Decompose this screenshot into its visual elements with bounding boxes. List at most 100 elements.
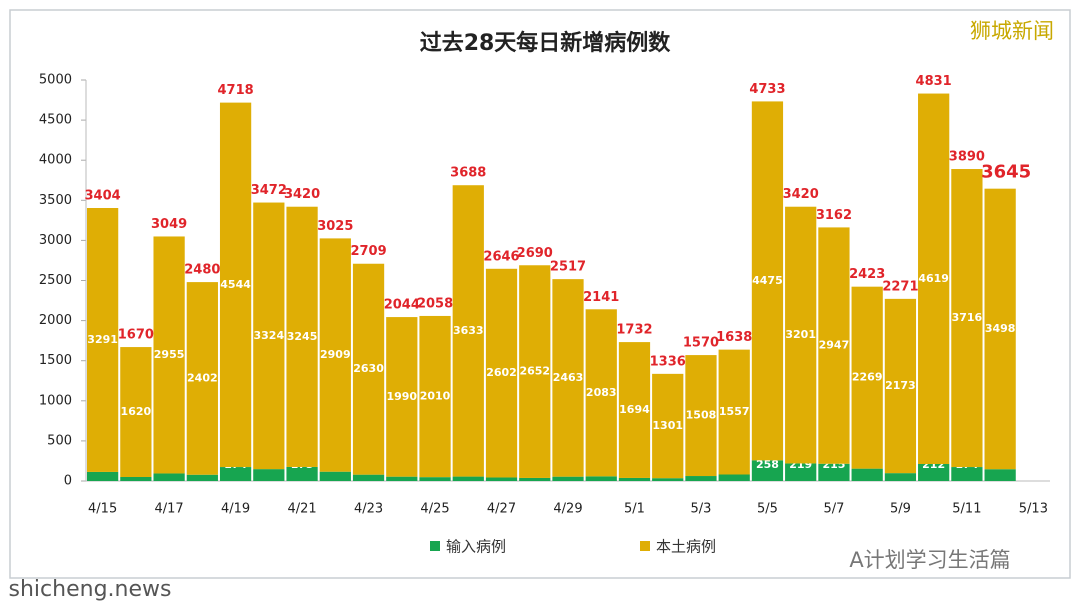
x-tick-label: 4/25 — [420, 502, 449, 517]
total-label: 2271 — [882, 279, 918, 294]
bar-segment — [685, 476, 717, 481]
bar-segment — [452, 476, 484, 481]
bar-segment — [685, 355, 717, 477]
frame — [9, 9, 1071, 579]
value-label: 2955 — [154, 348, 185, 361]
total-label: 4831 — [916, 74, 952, 89]
y-tick-label: 5000 — [39, 73, 72, 88]
value-label: 2652 — [519, 365, 550, 378]
bar-segment — [386, 317, 418, 477]
value-label: 2602 — [486, 366, 517, 379]
y-tick-label: 4500 — [39, 113, 72, 128]
bar-segment — [918, 93, 950, 464]
total-label: 2058 — [417, 296, 453, 311]
bar-segment — [419, 477, 451, 481]
bar-segment — [984, 188, 1016, 470]
total-label: 2480 — [184, 263, 220, 278]
bar-segment — [286, 206, 318, 467]
x-tick-label: 5/5 — [757, 502, 778, 517]
x-tick-label: 4/23 — [354, 502, 383, 517]
bar-segment — [120, 347, 152, 477]
bar-segment — [485, 477, 518, 481]
bar-segment — [519, 265, 551, 478]
value-label: 3201 — [785, 328, 816, 341]
legend-label: 输入病例 — [446, 538, 506, 556]
bar-segment — [86, 207, 119, 472]
value-label: 2083 — [586, 386, 617, 399]
value-label: 3324 — [254, 329, 285, 342]
bar-segment — [785, 206, 817, 464]
bar-segment — [918, 463, 950, 481]
bar-segment — [219, 467, 252, 481]
value-label: 2947 — [819, 339, 850, 352]
bar-segment — [452, 185, 484, 477]
bar-segment — [951, 169, 983, 468]
bar-segment — [253, 469, 285, 481]
value-label: 1990 — [386, 390, 417, 403]
bar-segment — [652, 373, 684, 479]
bar-segment — [253, 202, 285, 470]
chart-title: 过去28天每日新增病例数 — [420, 30, 672, 56]
x-tick-label: 4/19 — [221, 502, 250, 517]
value-label: 3245 — [287, 330, 318, 343]
bar-segment — [884, 298, 917, 474]
value-label: 2463 — [553, 371, 584, 384]
total-label: 3645 — [981, 162, 1031, 183]
value-label: 4475 — [752, 274, 783, 287]
legend-swatch — [430, 541, 440, 551]
total-label: 1336 — [650, 354, 686, 369]
bar-segment — [718, 349, 750, 475]
bar-segment — [219, 102, 252, 468]
total-label: 2423 — [849, 267, 885, 282]
y-tick-label: 4000 — [39, 153, 72, 168]
value-label: 4619 — [918, 272, 949, 285]
value-label: 4544 — [220, 278, 251, 291]
total-label: 2517 — [550, 260, 586, 275]
bar-segment — [552, 476, 584, 481]
watermark: 狮城新闻 — [970, 19, 1054, 43]
value-label: 2269 — [852, 371, 883, 384]
y-tick-label: 3500 — [39, 193, 72, 208]
x-tick-label: 4/21 — [287, 502, 316, 517]
total-label: 1670 — [118, 328, 154, 343]
value-label: 2630 — [353, 362, 384, 375]
x-tick-label: 5/13 — [1019, 502, 1048, 517]
total-label: 2044 — [384, 298, 420, 313]
total-label: 3025 — [317, 219, 353, 234]
bar-segment — [585, 476, 617, 481]
total-label: 3420 — [284, 187, 320, 202]
total-label: 1732 — [616, 323, 652, 338]
x-tick-label: 5/1 — [624, 502, 645, 517]
bar-segment — [419, 315, 451, 478]
bar-segment — [884, 473, 917, 481]
value-label: 2402 — [187, 371, 218, 384]
y-tick-label: 1500 — [39, 353, 72, 368]
bar-segment — [751, 460, 784, 481]
bar-segment — [951, 467, 983, 481]
watermark: shicheng.news — [9, 577, 172, 602]
value-label: 1694 — [619, 403, 650, 416]
value-label: 1620 — [121, 405, 152, 418]
x-tick-label: 5/3 — [691, 502, 712, 517]
bar-segment — [785, 463, 817, 481]
bar-segment — [319, 238, 351, 472]
value-label: 2173 — [885, 379, 916, 392]
x-tick-label: 5/9 — [890, 502, 911, 517]
value-label: 3291 — [87, 333, 118, 346]
value-label: 3633 — [453, 324, 484, 337]
value-label: 258 — [756, 458, 779, 471]
bar-segment — [386, 476, 418, 481]
total-label: 2690 — [517, 246, 553, 261]
total-label: 3472 — [251, 183, 287, 198]
y-tick-label: 2500 — [39, 273, 72, 288]
bar-segment — [652, 478, 684, 481]
bar-segment — [851, 468, 883, 481]
bar-segment — [153, 473, 185, 481]
x-tick-label: 5/7 — [823, 502, 844, 517]
bar-segment — [618, 342, 651, 478]
watermark: A计划学习生活篇 — [849, 548, 1010, 572]
y-tick-label: 2000 — [39, 313, 72, 328]
total-label: 1570 — [683, 336, 719, 351]
